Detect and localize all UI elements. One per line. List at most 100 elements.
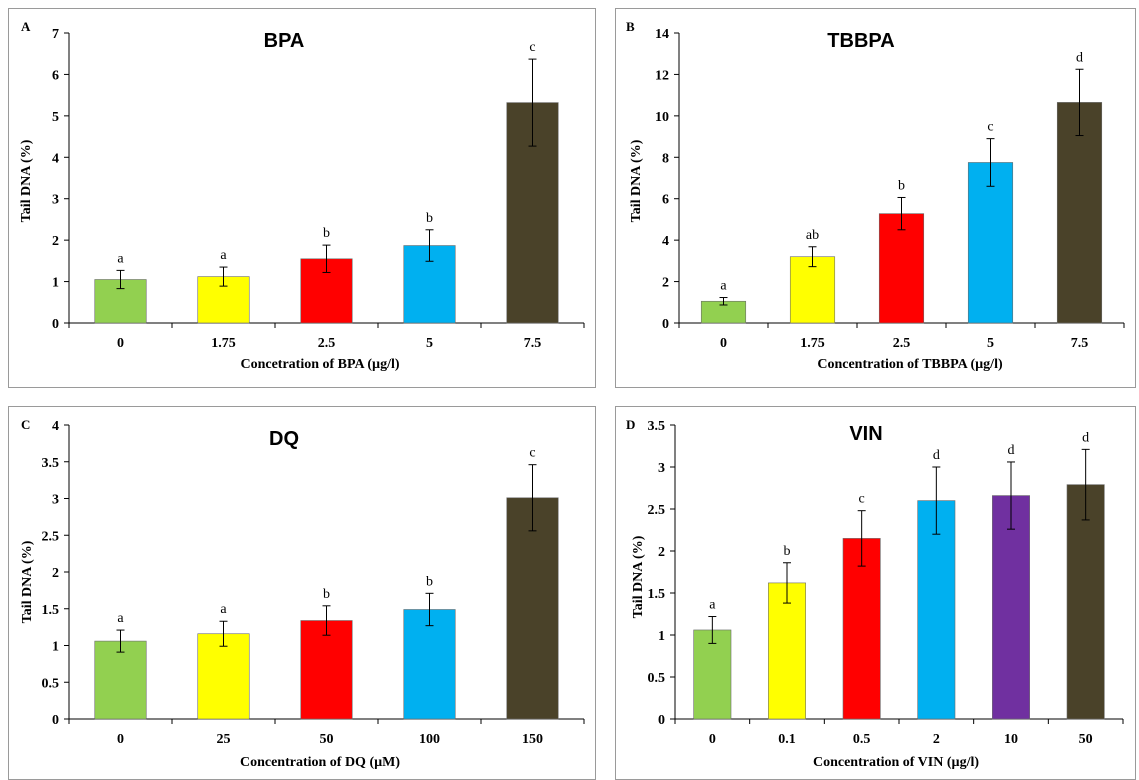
x-tick-label: 0 bbox=[117, 732, 124, 747]
y-tick-label: 0.5 bbox=[42, 676, 60, 691]
significance-label: a bbox=[220, 602, 227, 617]
significance-label: d bbox=[1076, 50, 1083, 65]
y-tick-label: 3 bbox=[52, 193, 59, 208]
significance-label: a bbox=[720, 279, 727, 294]
y-tick-label: 1 bbox=[658, 629, 665, 644]
chart-svg-b: B TBBPA Concentration of TBBPA (µg/l) Ta… bbox=[626, 19, 1125, 372]
x-tick-label: 2.5 bbox=[318, 336, 336, 351]
chart-svg-c: C DQ Concentration of DQ (µM) Tail DNA (… bbox=[20, 417, 585, 770]
y-tick-label: 6 bbox=[52, 68, 59, 83]
chart-panel-b: B TBBPA Concentration of TBBPA (µg/l) Ta… bbox=[615, 8, 1136, 388]
bar bbox=[878, 213, 925, 324]
significance-label: a bbox=[117, 251, 124, 266]
x-tick-label: 5 bbox=[987, 336, 994, 351]
x-tick-label: 7.5 bbox=[1071, 336, 1089, 351]
panel-letter: A bbox=[21, 19, 31, 34]
y-tick-label: 7 bbox=[52, 27, 59, 42]
bar bbox=[1056, 102, 1103, 324]
y-axis-title: Tail DNA (%) bbox=[20, 540, 35, 623]
x-tick-label: 0.5 bbox=[853, 732, 871, 747]
y-tick-label: 0 bbox=[658, 713, 665, 728]
x-tick-label: 100 bbox=[419, 732, 440, 747]
significance-label: a bbox=[220, 248, 227, 263]
bar bbox=[94, 279, 147, 324]
chart-title: BPA bbox=[264, 30, 305, 52]
x-tick-label: 0 bbox=[720, 336, 727, 351]
y-axis-title: Tail DNA (%) bbox=[629, 139, 644, 222]
x-tick-label: 150 bbox=[522, 732, 543, 747]
y-axis-title: Tail DNA (%) bbox=[631, 535, 646, 618]
x-tick-label: 50 bbox=[1079, 732, 1093, 747]
significance-label: d bbox=[1082, 430, 1089, 445]
y-tick-label: 0.5 bbox=[648, 671, 666, 686]
bar bbox=[967, 162, 1014, 324]
y-tick-label: 2 bbox=[52, 566, 59, 581]
significance-label: c bbox=[859, 492, 865, 507]
y-tick-label: 1 bbox=[52, 640, 59, 655]
y-tick-label: 6 bbox=[662, 193, 669, 208]
bar bbox=[992, 495, 1030, 720]
bar bbox=[506, 497, 559, 720]
bar bbox=[197, 633, 250, 720]
x-axis-title: Concentration of VIN (µg/l) bbox=[813, 755, 979, 770]
significance-label: a bbox=[709, 598, 716, 613]
y-tick-label: 5 bbox=[52, 110, 59, 125]
x-axis-title: Concentration of DQ (µM) bbox=[240, 755, 400, 770]
x-tick-label: 1.75 bbox=[800, 336, 825, 351]
significance-label: b bbox=[898, 178, 905, 193]
bar bbox=[789, 256, 836, 324]
y-tick-label: 4 bbox=[662, 234, 669, 249]
y-tick-label: 1.5 bbox=[648, 587, 666, 602]
chart-title: DQ bbox=[269, 428, 299, 450]
significance-label: c bbox=[529, 40, 535, 55]
x-tick-label: 50 bbox=[320, 732, 334, 747]
bar bbox=[768, 582, 806, 720]
chart-title: VIN bbox=[849, 423, 882, 445]
y-tick-label: 1.5 bbox=[42, 603, 60, 618]
y-tick-label: 0 bbox=[52, 713, 59, 728]
x-tick-label: 25 bbox=[217, 732, 231, 747]
panel-letter: C bbox=[21, 417, 30, 432]
bar bbox=[842, 538, 881, 720]
bar bbox=[94, 640, 147, 720]
bar bbox=[917, 500, 956, 720]
y-tick-label: 3 bbox=[52, 493, 59, 508]
y-tick-label: 1 bbox=[52, 276, 59, 291]
significance-label: b bbox=[784, 544, 791, 559]
x-tick-label: 1.75 bbox=[211, 336, 236, 351]
significance-label: b bbox=[426, 211, 433, 226]
x-tick-label: 5 bbox=[426, 336, 433, 351]
x-tick-label: 2.5 bbox=[893, 336, 911, 351]
y-tick-label: 10 bbox=[655, 110, 669, 125]
panel-letter: B bbox=[626, 19, 635, 34]
y-tick-label: 4 bbox=[52, 151, 59, 166]
significance-label: c bbox=[529, 446, 535, 461]
chart-svg-d: D VIN Concentration of VIN (µg/l) Tail D… bbox=[626, 417, 1124, 770]
chart-panel-a: A BPA Concetration of BPA (µg/l) Tail DN… bbox=[8, 8, 596, 388]
x-tick-label: 0 bbox=[117, 336, 124, 351]
y-tick-label: 3.5 bbox=[648, 419, 666, 434]
y-tick-label: 14 bbox=[655, 27, 669, 42]
y-tick-label: 2 bbox=[52, 234, 59, 249]
chart-svg-a: A BPA Concetration of BPA (µg/l) Tail DN… bbox=[19, 19, 585, 372]
y-tick-label: 2.5 bbox=[648, 503, 666, 518]
bar bbox=[1066, 484, 1105, 720]
bar bbox=[403, 609, 456, 720]
x-tick-label: 0.1 bbox=[778, 732, 796, 747]
y-tick-label: 12 bbox=[655, 68, 669, 83]
x-tick-label: 10 bbox=[1004, 732, 1018, 747]
y-tick-label: 8 bbox=[662, 151, 669, 166]
significance-label: b bbox=[323, 587, 330, 602]
x-tick-label: 7.5 bbox=[524, 336, 542, 351]
x-axis-title: Concetration of BPA (µg/l) bbox=[240, 357, 399, 372]
chart-panel-d: D VIN Concentration of VIN (µg/l) Tail D… bbox=[615, 406, 1136, 780]
y-tick-label: 0 bbox=[52, 317, 59, 332]
y-tick-label: 2 bbox=[658, 545, 665, 560]
panel-letter: D bbox=[626, 417, 635, 432]
y-tick-label: 3.5 bbox=[42, 456, 60, 471]
y-axis-title: Tail DNA (%) bbox=[19, 139, 34, 222]
significance-label: d bbox=[1008, 443, 1015, 458]
significance-label: d bbox=[933, 448, 940, 463]
x-tick-label: 2 bbox=[933, 732, 940, 747]
bar bbox=[300, 620, 353, 720]
